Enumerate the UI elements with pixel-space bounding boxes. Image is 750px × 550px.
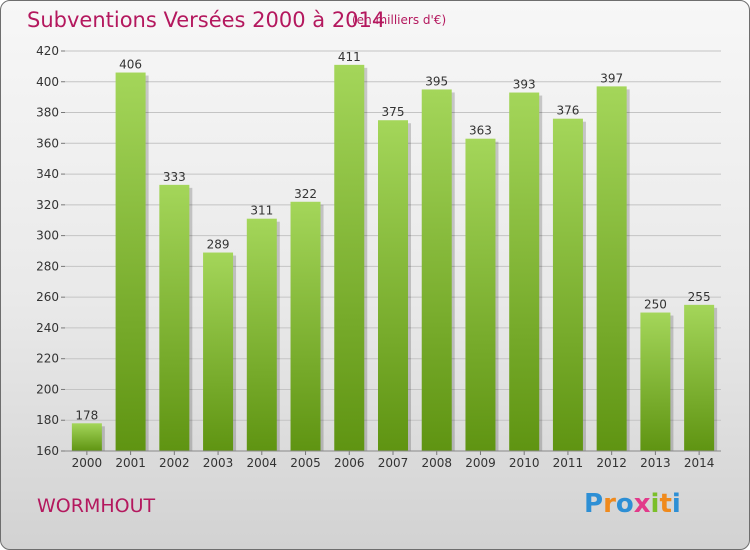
x-tick-label: 2013 — [640, 456, 671, 470]
x-tick-label: 2004 — [247, 456, 278, 470]
value-label: 375 — [382, 105, 405, 119]
bar-2005 — [290, 201, 321, 451]
y-tick-label: 180 — [36, 413, 59, 427]
value-label: 411 — [338, 50, 361, 64]
x-tick-label: 2008 — [421, 456, 452, 470]
bar-2009 — [465, 138, 496, 451]
logo-letter: x — [633, 489, 651, 519]
y-tick-label: 200 — [36, 382, 59, 396]
logo-letter: t — [659, 489, 672, 519]
y-tick-label: 340 — [36, 167, 59, 181]
value-label: 289 — [207, 238, 230, 252]
logo-letter: i — [650, 489, 660, 519]
value-label: 250 — [644, 298, 667, 312]
value-label: 376 — [556, 104, 579, 118]
bar-2006 — [334, 64, 365, 451]
x-tick-label: 2001 — [115, 456, 146, 470]
x-tick-label: 2000 — [72, 456, 103, 470]
x-tick-label: 2010 — [509, 456, 540, 470]
value-labels: 178 406 333 289 311 322 411 375 395 363 393 376 397 2… — [75, 50, 710, 422]
proxiti-logo: Proxiti — [584, 489, 681, 519]
x-tick-label: 2006 — [334, 456, 365, 470]
value-label: 397 — [600, 71, 623, 85]
bars — [71, 64, 718, 452]
x-tick-label: 2012 — [596, 456, 627, 470]
y-tick-label: 400 — [36, 75, 59, 89]
y-tick-label: 160 — [36, 444, 59, 458]
value-label: 322 — [294, 187, 317, 201]
value-label: 178 — [75, 408, 98, 422]
bar-2010 — [509, 92, 540, 452]
y-tick-label: 260 — [36, 290, 59, 304]
y-tick-label: 420 — [36, 44, 59, 58]
y-tick-label: 380 — [36, 106, 59, 120]
y-tick-label: 320 — [36, 198, 59, 212]
value-label: 406 — [119, 58, 142, 72]
logo-letter: P — [584, 489, 604, 519]
y-tick-label: 360 — [36, 136, 59, 150]
bar-2001 — [115, 72, 146, 452]
bar-2002 — [159, 184, 190, 451]
value-label: 393 — [513, 78, 536, 92]
y-tick-label: 280 — [36, 259, 59, 273]
value-label: 311 — [250, 204, 273, 218]
logo-letter: o — [615, 489, 634, 519]
value-label: 333 — [163, 170, 186, 184]
chart-title: Subventions Versées 2000 à 2014 — [27, 8, 386, 32]
x-tick-label: 2011 — [553, 456, 584, 470]
bar-2012 — [596, 86, 627, 451]
x-tick-label: 2014 — [684, 456, 715, 470]
value-label: 363 — [469, 124, 492, 138]
y-tick-label: 240 — [36, 321, 59, 335]
x-tick-label: 2007 — [378, 456, 409, 470]
chart-subtitle: (en milliers d'€) — [352, 13, 447, 27]
x-tick-label: 2005 — [290, 456, 321, 470]
y-tick-label: 220 — [36, 352, 59, 366]
bar-2000 — [71, 423, 102, 451]
bar-2004 — [246, 218, 277, 451]
location-label: WORMHOUT — [37, 495, 156, 517]
bar-2008 — [421, 89, 452, 451]
bar-2014 — [684, 304, 715, 451]
bar-2003 — [203, 252, 234, 451]
bar-2007 — [378, 120, 408, 451]
x-tick-label: 2003 — [203, 456, 234, 470]
bar-2011 — [552, 118, 583, 451]
x-tick-label: 2009 — [465, 456, 496, 470]
bar-2013 — [640, 312, 671, 451]
logo-letter: i — [671, 489, 681, 519]
x-axis-ticks: 2000 2001 2002 2003 2004 2005 2006 2007 2008 2009… — [72, 451, 715, 470]
value-label: 255 — [688, 290, 711, 304]
y-tick-label: 300 — [36, 229, 59, 243]
logo-letter: r — [603, 489, 616, 519]
value-label: 395 — [425, 74, 448, 88]
y-axis-ticks: 160 180 200 220 240 260 280 300 320 340 360 380 400 4… — [36, 44, 65, 458]
x-tick-label: 2002 — [159, 456, 190, 470]
